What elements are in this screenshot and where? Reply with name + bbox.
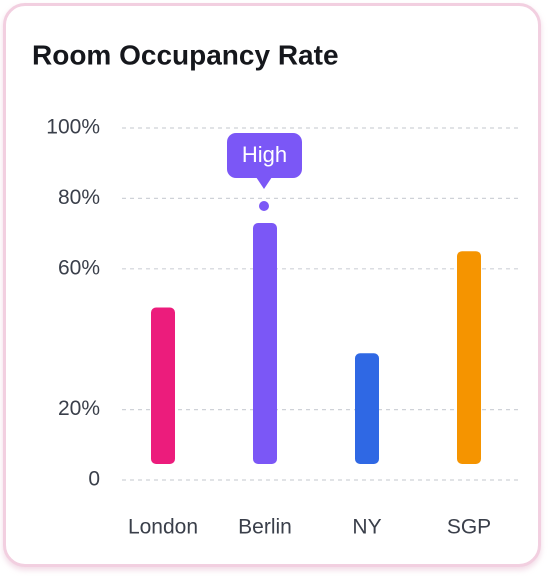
x-tick-label: SGP — [447, 516, 491, 539]
x-tick-label: NY — [352, 516, 381, 539]
annotation-pointer — [256, 177, 272, 189]
bar — [355, 353, 379, 464]
bar — [151, 307, 175, 464]
y-tick-label: 20% — [58, 397, 100, 420]
y-tick-label: 60% — [58, 256, 100, 279]
y-tick-label: 80% — [58, 186, 100, 209]
annotation: High — [227, 133, 302, 211]
chart-title: Room Occupancy Rate — [32, 39, 339, 70]
x-tick-label: London — [128, 516, 198, 539]
y-tick-label: 100% — [46, 116, 100, 139]
annotation-bubble — [227, 133, 302, 178]
annotation-text: High — [242, 142, 287, 167]
annotation-dot — [259, 201, 269, 211]
y-tick-label: 0 — [88, 468, 100, 491]
x-tick-label: Berlin — [238, 516, 292, 539]
bar — [253, 223, 277, 464]
bar — [457, 251, 481, 464]
